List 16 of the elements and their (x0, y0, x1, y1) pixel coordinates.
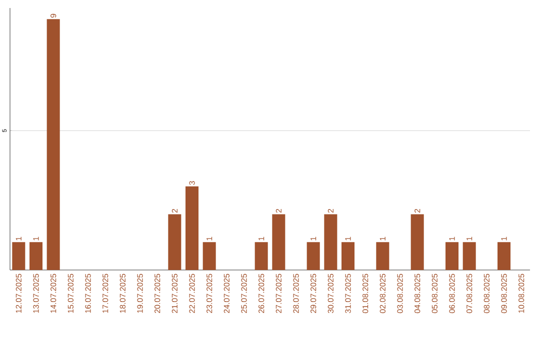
bar (376, 242, 390, 270)
bar (46, 19, 60, 270)
bar (498, 242, 511, 270)
bar (462, 242, 476, 270)
bar (306, 242, 320, 270)
bar (446, 242, 459, 270)
bar (272, 214, 286, 270)
bar (186, 186, 198, 270)
bar (410, 214, 424, 270)
bar (12, 242, 26, 270)
bar (30, 242, 42, 270)
bar (342, 242, 355, 270)
bar (324, 214, 338, 270)
bar (202, 242, 216, 270)
bar (168, 214, 182, 270)
bar (254, 242, 268, 270)
